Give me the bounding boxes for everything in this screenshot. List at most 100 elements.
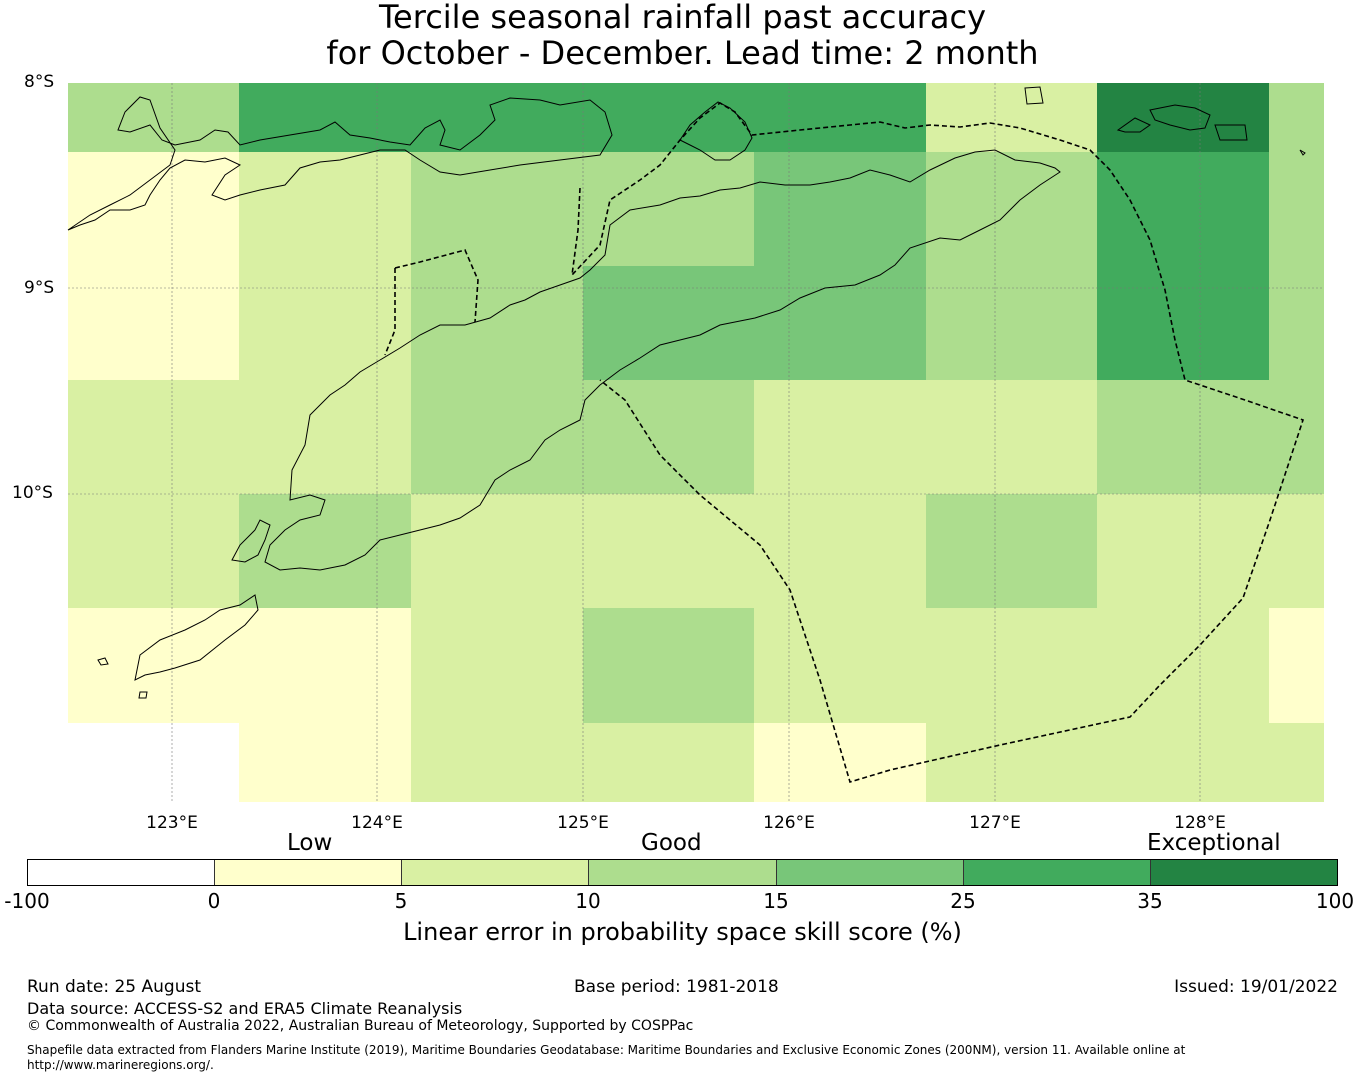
skill-cell (239, 608, 411, 723)
skill-cell (1097, 380, 1269, 494)
colorbar-tick-25: 25 (950, 889, 976, 913)
eez-boundaries (384, 102, 1305, 783)
colorbar-segment-5-10 (402, 860, 590, 885)
skill-cell (583, 380, 754, 494)
skill-cell (1269, 266, 1324, 380)
coastline-savu (134, 594, 259, 681)
skill-cell (411, 83, 583, 152)
skill-cell (926, 83, 1097, 152)
skill-cell (68, 152, 239, 266)
skill-cell (68, 83, 239, 152)
skill-cell (926, 380, 1097, 494)
colorbar-axis-label: Linear error in probability space skill … (403, 918, 962, 946)
skill-cell (583, 266, 754, 380)
colorbar-segment-10-15 (589, 860, 777, 885)
skill-cell (239, 494, 411, 608)
skill-cell (1097, 494, 1269, 608)
copyright-notice: © Commonwealth of Australia 2022, Austra… (27, 1018, 694, 1034)
skill-cell (1097, 723, 1269, 802)
colorbar-segment-neg100-0 (28, 860, 216, 885)
colorbar-segment-35-100 (1150, 860, 1337, 885)
skill-cell (926, 608, 1097, 723)
coastline-rote (231, 519, 271, 563)
skill-cell (68, 723, 239, 802)
colorbar-segment-25-35 (963, 860, 1151, 885)
skill-map (67, 83, 1324, 802)
skill-cell (754, 608, 926, 723)
skill-cell (1097, 83, 1269, 152)
skill-cell (411, 608, 583, 723)
coastline-kisar (1024, 86, 1044, 105)
skill-cell (583, 723, 754, 802)
skill-cell (754, 83, 926, 152)
run-date: Run date: 25 August (27, 977, 201, 997)
skill-cell (754, 723, 926, 802)
map-title-line1: Tercile seasonal rainfall past accuracy (378, 0, 987, 36)
lat-label-9s: 9°S (24, 278, 55, 298)
lon-label-128e: 128°E (1174, 813, 1226, 833)
skill-cell (239, 380, 411, 494)
skill-cell (1097, 266, 1269, 380)
colorbar-tick-5: 5 (394, 889, 408, 913)
skill-cell (411, 494, 583, 608)
eez-boundary-oecusse-west (384, 268, 396, 356)
skill-cell (411, 380, 583, 494)
skill-cell (926, 494, 1097, 608)
skill-cell (239, 266, 411, 380)
skill-cell (239, 152, 411, 266)
skill-cell (411, 152, 583, 266)
skill-cell (1097, 152, 1269, 266)
category-low-label: Low (287, 830, 333, 856)
shapefile-credit-line1: Shapefile data extracted from Flanders M… (27, 1043, 1186, 1057)
gridlines (68, 83, 1324, 802)
colorbar-tick-35: 35 (1137, 889, 1163, 913)
lat-label-10s: 10°S (12, 483, 53, 503)
coastline-small-island-3 (1299, 149, 1306, 156)
skill-cell (1269, 723, 1324, 802)
coastline-small-island-2 (138, 691, 148, 699)
skill-cell (1269, 608, 1324, 723)
skill-cell (583, 83, 754, 152)
lon-label-125e: 125°E (557, 813, 609, 833)
map-title-line2: for October - December. Lead time: 2 mon… (326, 34, 1039, 72)
colorbar-tick-0: 0 (207, 889, 221, 913)
skill-cell (68, 266, 239, 380)
lat-label-8s: 8°S (24, 72, 55, 92)
skill-cell (411, 723, 583, 802)
issued-date: Issued: 19/01/2022 (1174, 977, 1338, 997)
colorbar-tick-neg100: -100 (4, 889, 50, 913)
lon-label-124e: 124°E (351, 813, 403, 833)
lon-label-123e: 123°E (146, 813, 198, 833)
category-good-label: Good (641, 830, 702, 856)
eez-boundary-east (570, 102, 1305, 783)
coastline-lakor (1214, 124, 1248, 141)
skill-cell (411, 266, 583, 380)
skill-grid (68, 83, 1324, 802)
skill-cell (1269, 83, 1324, 152)
lon-label-126e: 126°E (763, 813, 815, 833)
colorbar-tick-15: 15 (763, 889, 789, 913)
skill-cell (1269, 380, 1324, 494)
skill-cell (1269, 152, 1324, 266)
category-exceptional-label: Exceptional (1147, 830, 1281, 856)
skill-cell (754, 380, 926, 494)
skill-cell (754, 152, 926, 266)
colorbar-segment-15-25 (776, 860, 964, 885)
skill-cell (583, 608, 754, 723)
coastline-flores (67, 96, 613, 231)
skill-cell (239, 723, 411, 802)
skill-cell (68, 494, 239, 608)
skill-cell (926, 266, 1097, 380)
coastline-small-island-1 (97, 657, 109, 666)
coastline-timor (264, 149, 1061, 571)
eez-boundary-oecusse (394, 249, 479, 323)
skill-cell (754, 266, 926, 380)
skill-cell (68, 608, 239, 723)
coastline-leti (1149, 104, 1211, 131)
colorbar (27, 859, 1338, 886)
skill-cell (1097, 608, 1269, 723)
skill-cell (68, 380, 239, 494)
coastline-wetar (679, 101, 753, 161)
skill-cell (754, 494, 926, 608)
colorbar-tick-100: 100 (1315, 889, 1355, 913)
